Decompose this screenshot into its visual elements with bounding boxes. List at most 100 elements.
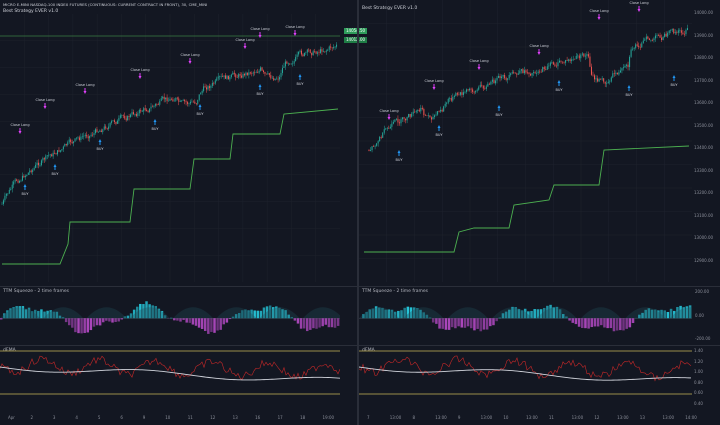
candle-body [121, 115, 123, 116]
candle-body [204, 86, 206, 88]
squeeze-bar [58, 315, 62, 319]
candle-body [333, 47, 335, 49]
time-axis-label: 11 [187, 415, 193, 420]
time-axis-label: 7 [367, 415, 370, 420]
candle-body [151, 106, 153, 108]
buy-label: BUY [395, 158, 403, 162]
right-squeeze-chart[interactable] [359, 288, 692, 343]
squeeze-bar [365, 311, 368, 319]
close-long-arrow-icon [258, 32, 262, 38]
squeeze-envelope [403, 307, 444, 319]
candle-body [574, 58, 576, 60]
buy-label: BUY [625, 93, 633, 97]
candle-body [529, 73, 532, 76]
candle-body [207, 86, 209, 90]
close-long-label: Close Long [529, 44, 548, 48]
candle-body [160, 98, 162, 101]
right-separator-1[interactable] [359, 286, 720, 287]
oscillator-fast-line [359, 355, 692, 382]
candle-body [464, 91, 466, 93]
candle-body [210, 85, 212, 88]
right-time-axis[interactable]: 7 13:00 8 13:00 9 13:00 10 13:00 11 13:00 12 13:00 1… [359, 413, 720, 425]
candle-body [290, 63, 292, 65]
candle-body [661, 37, 663, 40]
left-squeeze-chart[interactable] [0, 288, 340, 343]
squeeze-bar [71, 318, 74, 328]
candle-body [385, 128, 387, 130]
squeeze-bar [83, 318, 86, 333]
candle-body [412, 111, 414, 114]
time-axis-label: 13:00 [526, 415, 538, 420]
buy-arrow-icon [397, 150, 401, 156]
squeeze-bar [117, 318, 120, 322]
squeeze-bar [222, 318, 226, 325]
squeeze-bar [40, 309, 43, 319]
right-price-chart[interactable]: Close Long Close Long Close Long Close Long… [359, 0, 692, 282]
candle-body [208, 86, 210, 88]
right-price-axis[interactable]: 14000.00 13900.00 13800.00 13700.00 13600.00… [693, 0, 720, 282]
squeeze-bar [173, 318, 176, 321]
squeeze-bar [666, 311, 670, 319]
pane-divider[interactable] [357, 0, 359, 425]
candle-body [587, 54, 589, 57]
squeeze-bar [250, 309, 253, 319]
candle-body [38, 162, 40, 166]
right-separator-2[interactable] [359, 345, 720, 346]
candle-body [116, 120, 118, 124]
right-chart-pane[interactable]: Best Strategy EVER v1.0 Close Long Close … [359, 0, 720, 425]
squeeze-bar [650, 309, 654, 319]
left-time-axis[interactable]: Apr 2 3 4 5 6 9 10 11 12 13 16 17 18 19:00 [0, 413, 357, 425]
candle-body [325, 50, 327, 52]
price-axis-label: 13100.00 [694, 212, 714, 218]
candle-body [639, 47, 641, 48]
candle-body [604, 81, 606, 84]
time-axis-label: 3 [52, 415, 56, 420]
squeeze-bar [24, 309, 28, 319]
candle-body [667, 33, 669, 37]
candle-body [371, 146, 373, 151]
left-separator-2[interactable] [0, 345, 357, 346]
squeeze-bar [460, 318, 464, 328]
candle-body [645, 36, 647, 40]
candle-body [394, 119, 396, 122]
candle-body [528, 72, 530, 74]
squeeze-bar [539, 309, 543, 319]
squeeze-bar [485, 318, 489, 330]
squeeze-bar [435, 318, 438, 324]
time-axis-label: 12 [594, 415, 600, 420]
candle-body [482, 85, 484, 89]
squeeze-bar [132, 309, 136, 319]
squeeze-bar [148, 304, 151, 319]
candle-body [251, 73, 253, 74]
candle-body [616, 72, 618, 75]
left-oscillator-chart[interactable] [0, 347, 340, 410]
right-oscillator-chart[interactable] [359, 347, 692, 410]
squeeze-bar [574, 318, 578, 325]
left-separator-1[interactable] [0, 286, 357, 287]
oscillator-fast-line [0, 355, 340, 381]
candle-body [453, 95, 455, 98]
time-axis-label: 13:00 [571, 415, 584, 420]
candle-body [380, 136, 382, 138]
candle-body [172, 99, 174, 102]
time-axis-label: 13 [232, 415, 238, 420]
candle-body [400, 119, 402, 124]
price-axis-label: 13700.00 [694, 77, 714, 83]
candle-body [39, 165, 41, 166]
candle-body [613, 73, 615, 74]
candle-body [679, 30, 681, 31]
left-price-chart[interactable]: Close Long Close Long Close Long Close Long… [0, 14, 340, 282]
candle-body [336, 44, 338, 47]
squeeze-bar [185, 318, 188, 323]
candle-body [141, 111, 143, 112]
candle-body [557, 62, 559, 67]
candle-body [685, 30, 687, 35]
candle-body [176, 97, 178, 99]
candle-body [546, 66, 548, 70]
candle-body [214, 80, 216, 84]
right-osc-axis[interactable]: 1.40 1.20 1.00 0.80 0.60 0.40 [693, 347, 720, 410]
candle-body [182, 100, 184, 101]
left-chart-pane[interactable]: MICRO E-MINI NASDAQ-100 INDEX FUTURES (C… [0, 0, 368, 425]
squeeze-bar [34, 309, 37, 319]
buy-label: BUY [435, 133, 443, 137]
